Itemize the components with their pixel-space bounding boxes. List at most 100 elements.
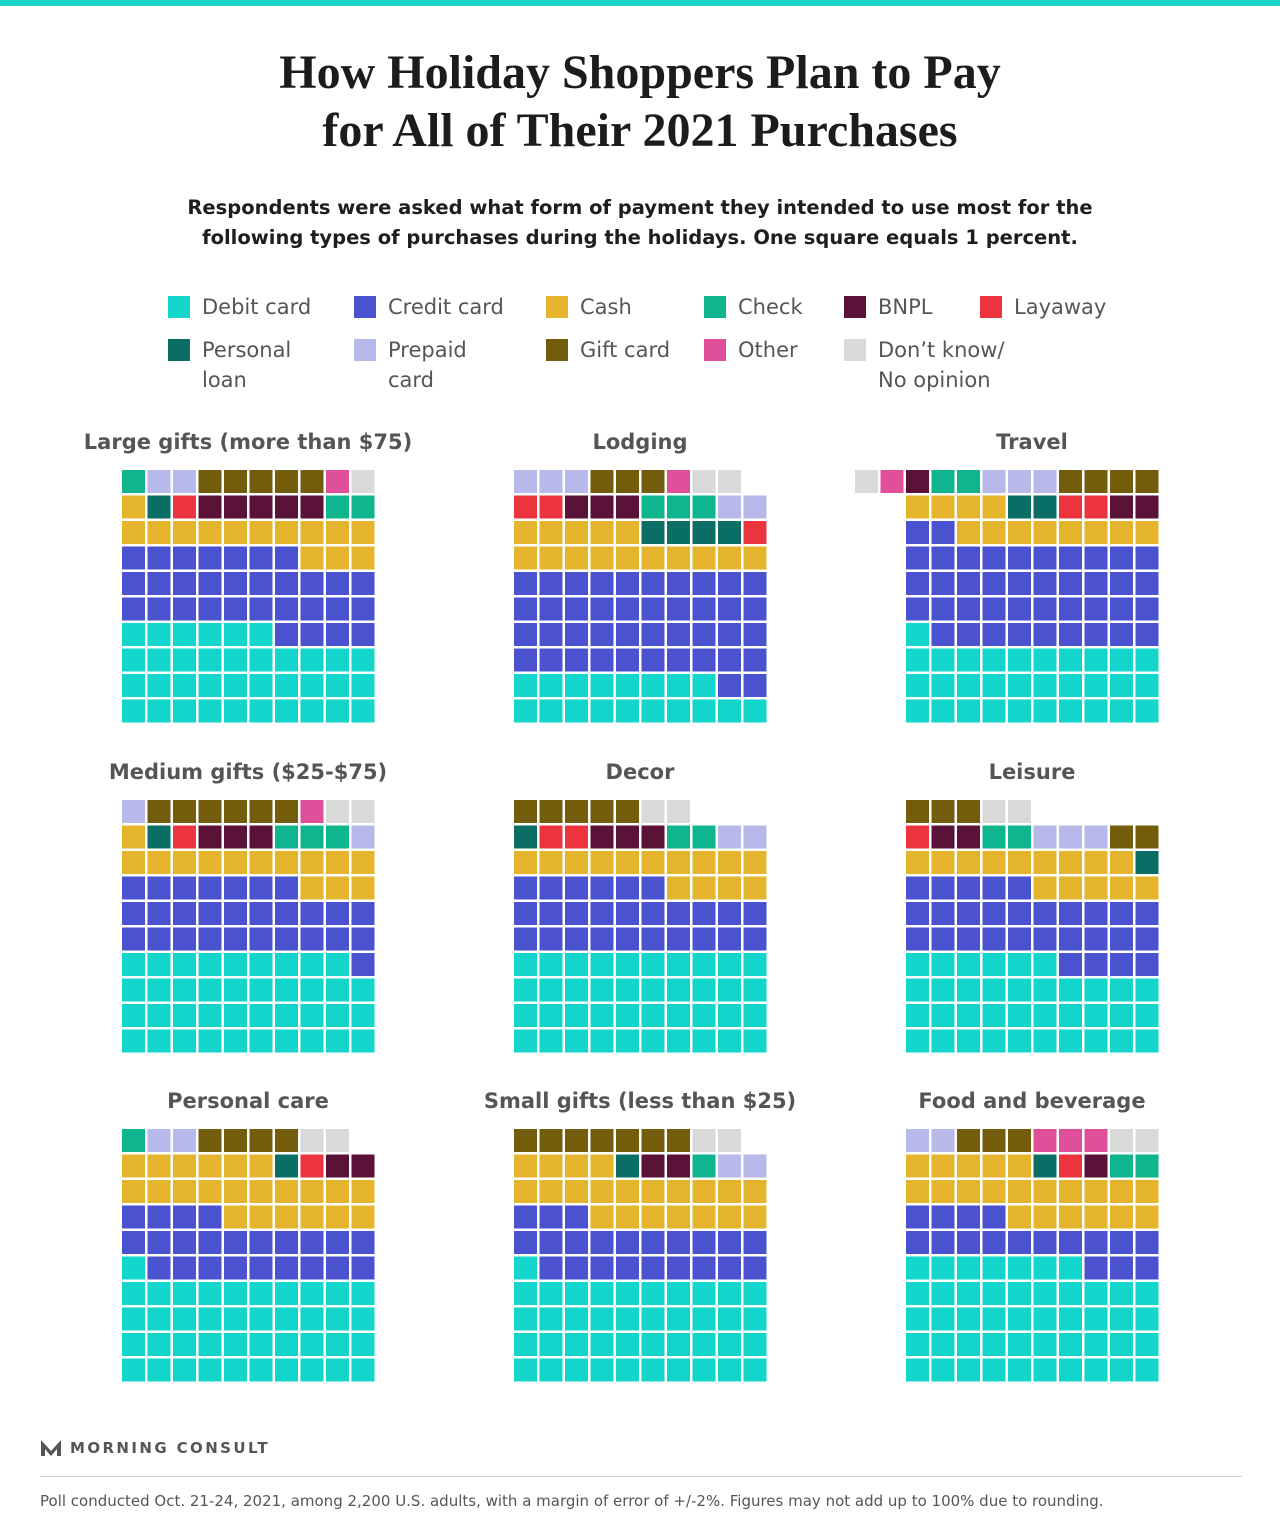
waffle-square-credit bbox=[957, 876, 980, 900]
waffle-square-debit bbox=[692, 978, 716, 1002]
waffle-square-cash bbox=[667, 1180, 690, 1203]
waffle-square-credit bbox=[249, 597, 273, 621]
waffle-square-debit bbox=[539, 978, 563, 1002]
waffle-square-debit bbox=[743, 1004, 767, 1027]
waffle-square-credit bbox=[514, 597, 537, 621]
legend-label-prepaid: Prepaid card bbox=[388, 338, 467, 392]
waffle-square-cash bbox=[173, 851, 196, 874]
waffle-square-cash bbox=[275, 851, 298, 874]
waffle-square-credit bbox=[641, 572, 665, 595]
waffle-square-bnpl bbox=[249, 495, 273, 519]
waffle-square-credit bbox=[539, 1231, 563, 1254]
waffle-square-credit bbox=[1059, 1231, 1082, 1254]
waffle-square-gift bbox=[957, 1129, 980, 1152]
waffle-square-debit bbox=[616, 1333, 639, 1356]
waffle-square-gift bbox=[1008, 1129, 1031, 1152]
waffle-square-credit bbox=[565, 876, 588, 900]
waffle-square-debit bbox=[198, 953, 222, 976]
waffle-square-debit bbox=[224, 1333, 247, 1356]
waffle-square-debit bbox=[906, 953, 929, 976]
waffle-square-debit bbox=[326, 978, 349, 1002]
waffle-square-debit bbox=[198, 1282, 222, 1305]
waffle-square-cash bbox=[692, 1205, 716, 1229]
waffle-square-cash bbox=[982, 1180, 1006, 1203]
legend-item-bnpl: BNPL bbox=[844, 292, 932, 322]
waffle-square-credit bbox=[906, 927, 929, 951]
waffle-square-credit bbox=[906, 902, 929, 925]
waffle-square-cash bbox=[565, 546, 588, 570]
waffle-square-credit bbox=[590, 1256, 614, 1280]
waffle-square-credit bbox=[1008, 902, 1031, 925]
waffle-square-debit bbox=[224, 1282, 247, 1305]
waffle-square-credit bbox=[1084, 927, 1108, 951]
waffle-square-credit bbox=[982, 902, 1006, 925]
waffle-square-credit bbox=[198, 902, 222, 925]
waffle-square-credit bbox=[616, 572, 639, 595]
waffle-square-debit bbox=[539, 1307, 563, 1331]
waffle-square-cash bbox=[957, 1154, 980, 1178]
waffle-square-prepaid bbox=[351, 825, 375, 849]
waffle-square-debit bbox=[300, 1029, 324, 1053]
waffle-square-credit bbox=[616, 876, 639, 900]
waffle-square-debit bbox=[275, 1307, 298, 1331]
legend: Debit card Credit card Cash Check BNPL Layawa… bbox=[0, 0, 1280, 420]
waffle-square-debit bbox=[957, 1358, 980, 1382]
waffle-square-credit bbox=[224, 572, 247, 595]
waffle-square-cash bbox=[743, 851, 767, 874]
waffle-square-debit bbox=[249, 1029, 273, 1053]
waffle-square-debit bbox=[931, 1333, 955, 1356]
waffle-square-gift bbox=[275, 470, 298, 493]
waffle-square-credit bbox=[743, 597, 767, 621]
waffle-square-cash bbox=[300, 851, 324, 874]
waffle-square-layaway bbox=[743, 521, 767, 544]
waffle-square-cash bbox=[539, 1180, 563, 1203]
waffle-square-dk bbox=[718, 470, 741, 493]
waffle-square-cash bbox=[275, 1205, 298, 1229]
legend-item-dk: Don’t know/ No opinion bbox=[844, 335, 1004, 395]
waffle-square-debit bbox=[122, 953, 145, 976]
waffle-square-debit bbox=[198, 623, 222, 646]
waffle-square-debit bbox=[539, 1282, 563, 1305]
waffle-square-gift bbox=[565, 1129, 588, 1152]
waffle-square-credit bbox=[1110, 623, 1133, 646]
legend-label-check: Check bbox=[738, 295, 803, 319]
waffle-square-credit bbox=[300, 597, 324, 621]
waffle-square-cash bbox=[1110, 876, 1133, 900]
waffle-square-debit bbox=[692, 1282, 716, 1305]
waffle-square-credit bbox=[1110, 546, 1133, 570]
waffle-grid bbox=[514, 1129, 767, 1382]
waffle-grid bbox=[122, 470, 375, 723]
waffle-square-other bbox=[1033, 1129, 1057, 1152]
waffle-square-cash bbox=[514, 1180, 537, 1203]
waffle-square-credit bbox=[692, 648, 716, 672]
waffle-square-check bbox=[957, 470, 980, 493]
waffle-square-debit bbox=[300, 1282, 324, 1305]
waffle-square-debit bbox=[667, 1358, 690, 1382]
waffle-square-credit bbox=[249, 927, 273, 951]
waffle-square-debit bbox=[1033, 1029, 1057, 1053]
waffle-square-debit bbox=[147, 1004, 171, 1027]
waffle-square-debit bbox=[565, 978, 588, 1002]
waffle-square-debit bbox=[667, 674, 690, 697]
waffle-square-bnpl bbox=[224, 825, 247, 849]
morning-consult-logo-icon bbox=[41, 1440, 61, 1456]
waffle-square-debit bbox=[692, 674, 716, 697]
waffle-square-debit bbox=[982, 648, 1006, 672]
waffle-square-cash bbox=[982, 521, 1006, 544]
waffle-square-debit bbox=[906, 1358, 929, 1382]
waffle-square-cash bbox=[249, 1154, 273, 1178]
waffle-grid bbox=[906, 1129, 1159, 1382]
waffle-square-debit bbox=[982, 1307, 1006, 1331]
waffle-square-debit bbox=[565, 1358, 588, 1382]
waffle-square-debit bbox=[249, 1004, 273, 1027]
waffle-square-debit bbox=[565, 674, 588, 697]
waffle-square-credit bbox=[198, 876, 222, 900]
waffle-square-debit bbox=[565, 1307, 588, 1331]
waffle-square-debit bbox=[249, 1358, 273, 1382]
waffle-square-cash bbox=[326, 876, 349, 900]
waffle-square-credit bbox=[147, 876, 171, 900]
waffle-square-cash bbox=[590, 546, 614, 570]
waffle-square-credit bbox=[326, 597, 349, 621]
waffle-square-layaway bbox=[539, 495, 563, 519]
waffle-square-debit bbox=[249, 1307, 273, 1331]
